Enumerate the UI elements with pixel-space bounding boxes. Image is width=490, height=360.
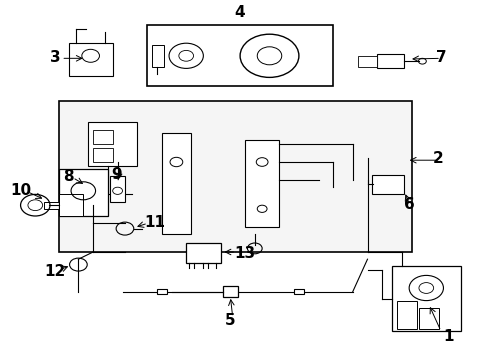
Text: 2: 2 <box>433 151 444 166</box>
Bar <box>157 289 167 294</box>
Text: 4: 4 <box>235 5 245 20</box>
Text: 12: 12 <box>44 264 66 279</box>
Bar <box>397 301 416 329</box>
Bar <box>419 308 439 329</box>
Bar <box>93 130 113 144</box>
Bar <box>59 101 412 252</box>
Bar <box>93 148 113 162</box>
Bar <box>223 286 238 297</box>
Bar <box>88 122 137 166</box>
Text: 5: 5 <box>225 313 236 328</box>
Bar <box>372 175 404 194</box>
Bar <box>59 194 83 216</box>
Text: 7: 7 <box>436 50 446 65</box>
Bar <box>186 243 220 263</box>
Text: 6: 6 <box>404 197 415 212</box>
Text: 3: 3 <box>49 50 60 65</box>
Bar <box>59 169 108 216</box>
Text: 11: 11 <box>144 215 165 230</box>
Text: 13: 13 <box>234 246 256 261</box>
Text: 8: 8 <box>63 169 74 184</box>
Bar <box>152 45 164 67</box>
Bar <box>377 54 404 68</box>
Bar <box>392 266 461 331</box>
Bar <box>69 43 113 76</box>
Bar <box>110 176 125 202</box>
Text: 10: 10 <box>10 183 31 198</box>
Bar <box>358 56 377 67</box>
Bar <box>162 133 191 234</box>
Text: 1: 1 <box>443 329 454 344</box>
Bar <box>147 25 333 86</box>
Text: 9: 9 <box>111 167 122 182</box>
Bar <box>245 140 279 227</box>
Bar <box>294 289 304 294</box>
Bar <box>44 202 59 209</box>
